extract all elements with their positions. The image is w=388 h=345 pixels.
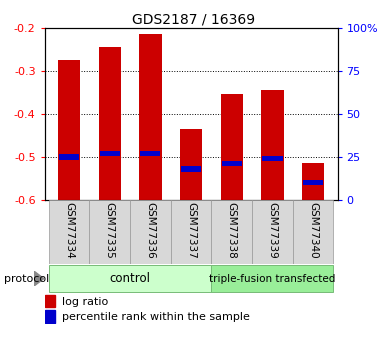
Text: GSM77339: GSM77339 [267,202,277,259]
Bar [100,151,120,156]
Text: triple-fusion transfected: triple-fusion transfected [209,274,336,284]
Bar [261,90,284,200]
Bar [140,151,161,156]
Text: protocol: protocol [4,274,49,284]
Bar [303,180,323,185]
Text: GSM77337: GSM77337 [186,202,196,259]
Bar [45,295,55,307]
Bar [211,200,252,264]
Bar [181,167,201,172]
Bar [221,95,243,200]
Text: GSM77336: GSM77336 [146,202,156,259]
Bar [139,34,161,200]
Bar [89,200,130,264]
Bar [58,60,80,200]
Bar [59,155,79,159]
Bar [99,47,121,200]
Bar [222,161,242,167]
Text: GSM77334: GSM77334 [64,202,74,259]
Bar [302,164,324,200]
Text: GDS2187 / 16369: GDS2187 / 16369 [132,12,256,26]
Bar [45,310,55,323]
Polygon shape [34,271,44,286]
Bar [252,200,293,264]
Bar [262,156,282,161]
Bar [180,129,202,200]
Bar [171,200,211,264]
Bar [48,265,211,292]
Text: percentile rank within the sample: percentile rank within the sample [62,313,250,323]
Text: control: control [109,272,151,285]
Text: GSM77340: GSM77340 [308,202,318,259]
Text: GSM77335: GSM77335 [105,202,115,259]
Bar [211,265,334,292]
Bar [130,200,171,264]
Bar [48,200,89,264]
Bar [293,200,334,264]
Text: log ratio: log ratio [62,297,109,307]
Text: GSM77338: GSM77338 [227,202,237,259]
